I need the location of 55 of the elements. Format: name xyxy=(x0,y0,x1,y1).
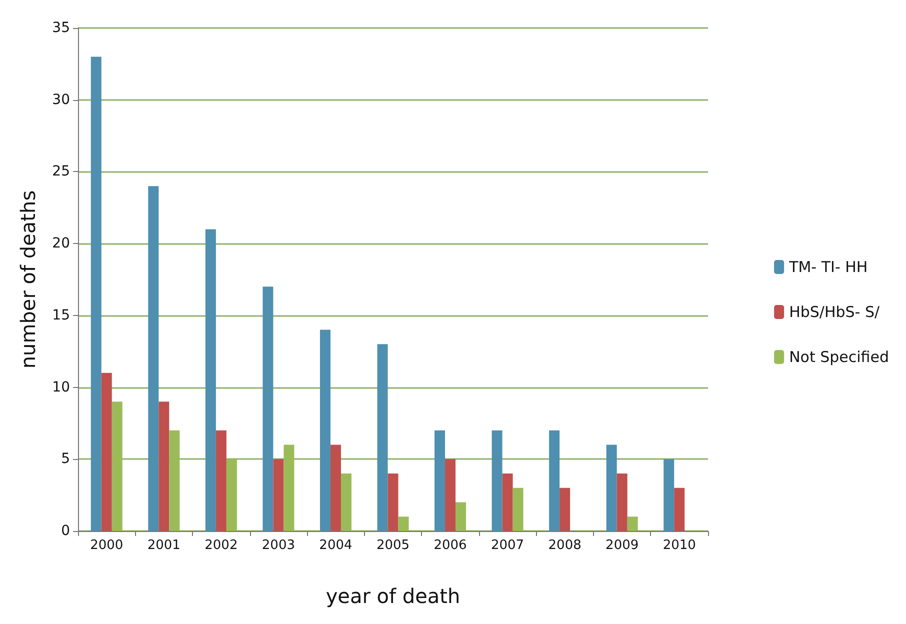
bar xyxy=(674,488,685,531)
bar xyxy=(512,488,524,531)
bar xyxy=(606,444,617,531)
bar xyxy=(492,430,502,531)
bar xyxy=(205,229,216,531)
x-tick-label: 2010 xyxy=(662,538,696,553)
y-tick-label: 35 xyxy=(52,20,70,36)
y-tick-label: 30 xyxy=(52,92,70,108)
x-tick-label: 2000 xyxy=(90,538,124,553)
x-tick-label: 2009 xyxy=(606,538,639,553)
bar xyxy=(330,444,341,531)
y-tick-label: 15 xyxy=(52,307,70,324)
x-tick-label: 2005 xyxy=(376,538,410,553)
x-axis-title: year of death xyxy=(326,584,460,608)
bar xyxy=(226,459,237,531)
bar xyxy=(445,459,456,531)
legend-label: Not Specified xyxy=(789,348,890,366)
x-tick-label: 2001 xyxy=(147,538,180,553)
x-tick-label: 2002 xyxy=(204,538,238,553)
bar xyxy=(262,286,274,531)
x-tick-label: 2006 xyxy=(434,538,467,553)
bar xyxy=(398,516,409,531)
y-tick-label: 25 xyxy=(52,164,70,180)
y-tick-label: 20 xyxy=(52,236,70,252)
y-tick-label: 5 xyxy=(61,451,70,468)
bar xyxy=(664,459,674,531)
bar xyxy=(90,56,102,531)
y-tick-label: 0 xyxy=(61,523,70,539)
x-tick-label: 2007 xyxy=(491,538,524,553)
bar xyxy=(627,516,638,531)
bar xyxy=(169,430,180,531)
x-tick-label: 2008 xyxy=(548,538,582,553)
bar xyxy=(388,474,398,531)
bar xyxy=(340,474,352,531)
bar xyxy=(216,430,226,531)
bar xyxy=(148,186,159,531)
bar xyxy=(112,402,122,531)
bar xyxy=(101,372,112,531)
x-tick-label: 2004 xyxy=(319,538,352,553)
bar xyxy=(273,459,284,531)
y-tick-label: 10 xyxy=(52,379,70,396)
bar xyxy=(560,488,570,531)
bar xyxy=(434,430,446,531)
bar xyxy=(158,402,170,531)
x-tick-label: 2003 xyxy=(262,538,295,553)
legend-label: TM- TI- HH xyxy=(788,258,868,276)
bar xyxy=(616,474,628,531)
bar xyxy=(549,430,560,531)
bar xyxy=(377,344,388,531)
y-axis-title: number of deaths xyxy=(16,190,40,369)
bar xyxy=(502,474,513,531)
legend-label: HbS/HbS- S/ xyxy=(789,303,880,321)
bar xyxy=(456,502,466,531)
bar xyxy=(284,444,294,531)
bar xyxy=(320,330,330,531)
